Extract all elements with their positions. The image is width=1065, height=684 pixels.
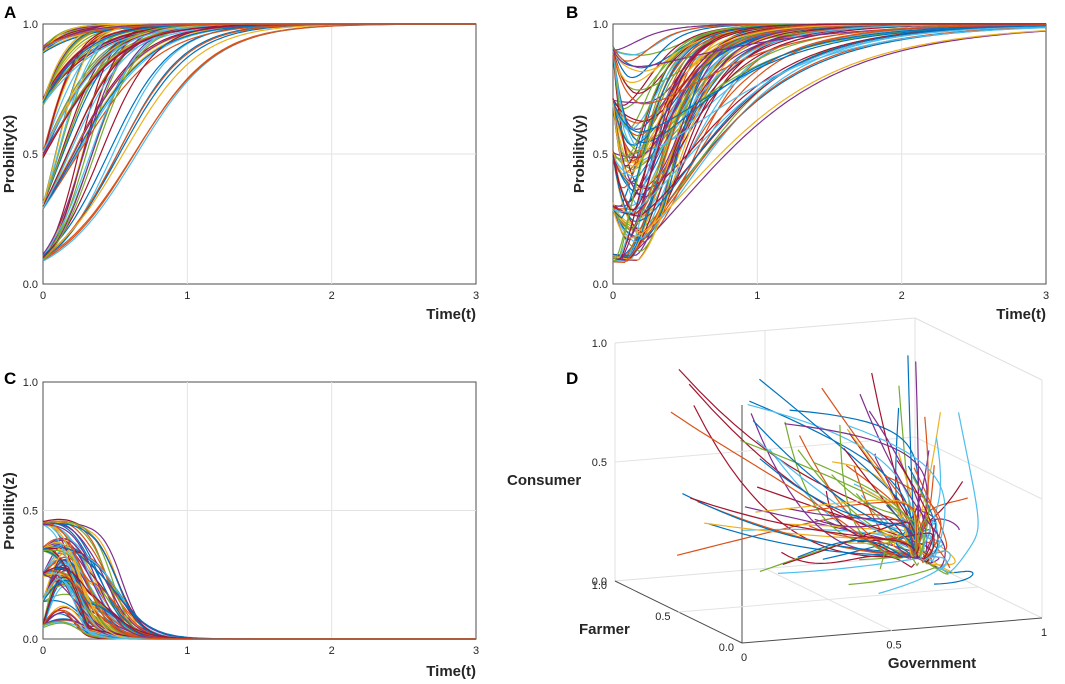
y-tick-label: 1.0	[23, 19, 38, 31]
panel-d: D 00.510.00.51.00.00.51.0 Government Far…	[507, 317, 1047, 672]
series-line	[612, 24, 1046, 105]
x-tick-label: 3	[473, 645, 479, 657]
series-line	[612, 25, 1047, 133]
gridline-y	[678, 586, 979, 613]
series-line	[42, 23, 476, 255]
y-tick-label: 0.0	[23, 634, 38, 646]
panel-c-xlabel: Time(t)	[426, 663, 476, 680]
series-line	[670, 411, 897, 555]
series-line	[878, 550, 951, 595]
series-line	[612, 30, 1047, 239]
panel-a: A 0 1 2 3 0.0 0.5 1.0 Time(t) Probility(x)	[1, 3, 479, 323]
series-line	[42, 537, 476, 640]
series-line	[896, 460, 935, 560]
series-line	[781, 551, 915, 568]
panel-d-series-group	[670, 355, 979, 595]
x-tick-label: 2	[329, 290, 335, 302]
y-tick-label: 0.0	[719, 642, 734, 654]
y-tick-label: 1.0	[23, 377, 38, 389]
series-line	[752, 420, 916, 557]
series-line	[942, 412, 979, 574]
series-line	[690, 497, 919, 559]
y-tick-label: 1.0	[592, 580, 607, 592]
series-line	[612, 27, 1047, 151]
series-line	[807, 501, 917, 556]
series-line	[42, 522, 476, 640]
panel-d-label: D	[566, 369, 578, 388]
axis-box-edge	[914, 317, 1043, 381]
x-tick-label: 0	[40, 645, 46, 657]
series-line	[612, 23, 1046, 211]
panel-b-xlabel: Time(t)	[996, 306, 1046, 323]
series-line	[797, 449, 930, 565]
panel-d-zlabel: Consumer	[507, 472, 581, 489]
y-tick-label: 0.5	[23, 149, 38, 161]
x-tick-label: 1	[184, 290, 190, 302]
series-line	[42, 537, 476, 640]
y-tick-label: 1.0	[593, 19, 608, 31]
x-tick-label: 1	[1041, 627, 1047, 639]
z-tick-label: 0.5	[592, 457, 607, 469]
x-tick-label: 0	[741, 652, 747, 664]
series-line	[612, 30, 1047, 261]
x-tick-label: 0	[610, 290, 616, 302]
gridline-z	[914, 436, 1043, 500]
panel-d-ylabel: Farmer	[579, 621, 630, 638]
x-tick-label: 0.5	[886, 640, 901, 652]
panel-c-series-group	[42, 518, 476, 640]
series-line	[846, 424, 946, 562]
panel-b-ylabel: Probility(y)	[571, 115, 588, 193]
panel-d-axes-box	[614, 317, 1043, 644]
panel-b-series-group	[612, 23, 1047, 264]
x-tick-label: 0	[40, 290, 46, 302]
x-tick-label: 3	[473, 290, 479, 302]
series-line	[777, 556, 947, 574]
series-line	[825, 490, 907, 558]
y-tick-label: 0.0	[23, 279, 38, 291]
y-tick-label: 0.5	[593, 149, 608, 161]
y-tick-label: 0.5	[655, 611, 670, 623]
z-tick-label: 0.0	[592, 576, 607, 588]
x-tick-label: 1	[754, 290, 760, 302]
series-line	[797, 539, 909, 558]
panel-a-label: A	[4, 3, 16, 22]
series-line	[42, 23, 476, 259]
y-tick-label: 0.0	[593, 279, 608, 291]
panel-a-xlabel: Time(t)	[426, 306, 476, 323]
series-line	[612, 26, 1047, 264]
panel-a-series-group	[42, 23, 476, 262]
panel-b: B 0 1 2 3 0.0 0.5 1.0 Time(t) Probility(y)	[566, 3, 1049, 323]
x-tick-label: 3	[1043, 290, 1049, 302]
panel-a-ylabel: Probility(x)	[1, 115, 18, 193]
series-line	[42, 23, 476, 48]
panel-b-label: B	[566, 3, 578, 22]
series-line	[42, 23, 476, 255]
z-tick-label: 1.0	[592, 338, 607, 350]
series-line	[918, 521, 938, 558]
x-tick-label: 2	[899, 290, 905, 302]
series-line	[612, 25, 1047, 213]
panel-c: C 0 1 2 3 0.0 0.5 1.0 Time(t) Probility(z)	[1, 369, 479, 680]
x-tick-label: 2	[329, 645, 335, 657]
x-tick-label: 1	[184, 645, 190, 657]
panel-c-label: C	[4, 369, 16, 388]
series-line	[839, 424, 904, 560]
panel-c-ylabel: Probility(z)	[1, 472, 18, 550]
panel-d-xlabel: Government	[888, 655, 976, 672]
y-tick-label: 0.5	[23, 506, 38, 518]
series-line	[612, 25, 1046, 223]
